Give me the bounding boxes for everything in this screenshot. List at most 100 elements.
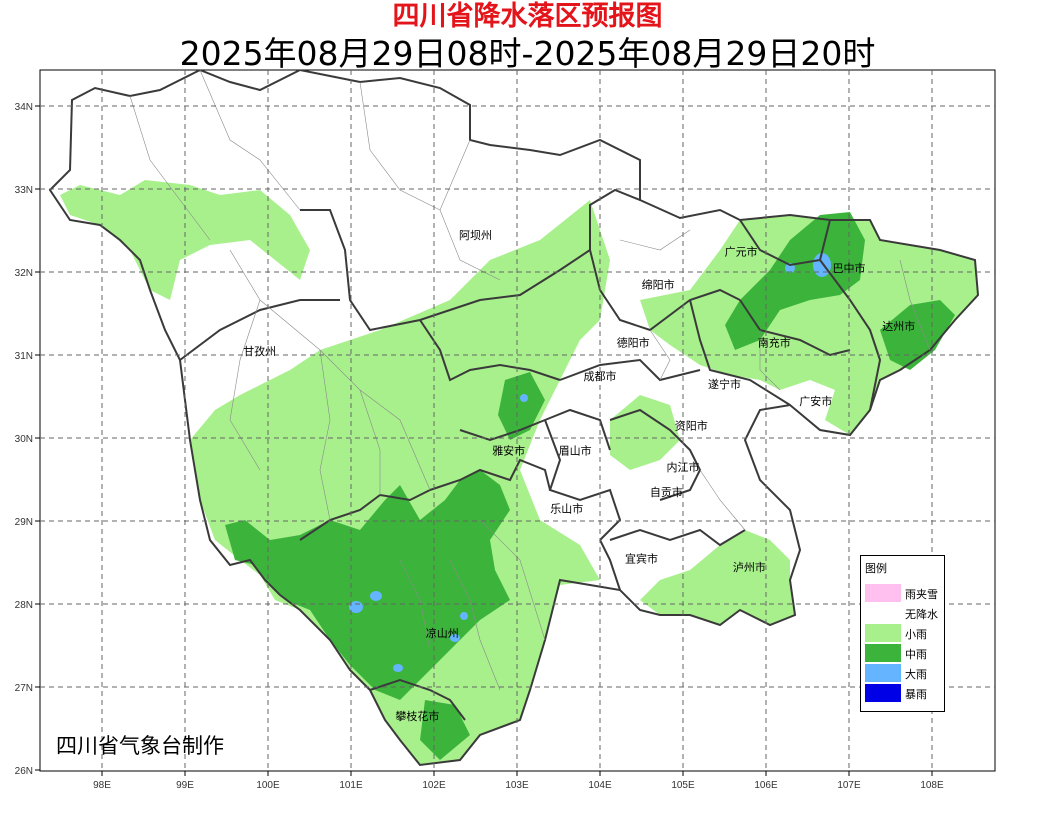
lon-tick-label: 104E (588, 780, 612, 791)
legend-swatch (865, 604, 901, 622)
light-rain-south (640, 530, 795, 625)
legend-label: 小雨 (905, 628, 927, 641)
boundary-line (544, 419, 622, 541)
boundary-line (599, 539, 621, 591)
region-label: 成都市 (584, 369, 617, 383)
lat-tick-label: 28N (15, 600, 33, 611)
province-boundary (48, 70, 980, 767)
map-title: 四川省降水落区预报图 (392, 1, 663, 32)
heavy-rain-spot (450, 634, 460, 642)
boundary-line (369, 678, 466, 721)
region-label: 乐山市 (550, 502, 583, 516)
lon-tick-label: 105E (671, 780, 695, 791)
boundary-line (559, 358, 701, 382)
axis-ticks (35, 105, 933, 776)
region-label: 自贡市 (650, 485, 683, 499)
map-grid (40, 70, 995, 771)
boundary-line (300, 188, 641, 332)
lat-tick-label: 33N (15, 185, 33, 196)
latitude-labels: 34N 33N 32N 31N 30N 29N 28N 27N 26N (15, 102, 33, 777)
legend-label: 无降水 (905, 608, 938, 621)
boundary-line (819, 259, 882, 411)
legend-label: 暴雨 (905, 688, 927, 701)
region-label: 广安市 (799, 394, 832, 408)
boundary-line (429, 458, 551, 491)
lat-tick-label: 26N (15, 766, 33, 777)
moderate-rain-panzhihua (420, 700, 470, 760)
lon-tick-label: 107E (837, 780, 861, 791)
lon-tick-label: 106E (754, 780, 778, 791)
heavy-rain-spot (813, 253, 831, 277)
boundary-line (609, 408, 702, 501)
lon-tick-label: 100E (256, 780, 280, 791)
region-label: 甘孜州 (243, 344, 276, 358)
lon-tick-label: 108E (920, 780, 944, 791)
legend-item-moderate-rain: 中雨 (865, 644, 943, 662)
boundary-line (739, 299, 851, 357)
region-label: 眉山市 (559, 444, 592, 458)
region-label: 达州市 (882, 319, 915, 333)
legend-title: 图例 (865, 562, 887, 575)
legend-swatch (865, 624, 901, 642)
legend-swatch (865, 684, 901, 702)
longitude-labels: 98E 99E 100E 101E 102E 103E 104E 105E 10… (93, 780, 944, 791)
region-label: 资阳市 (675, 419, 708, 433)
lon-tick-label: 103E (505, 780, 529, 791)
forecast-period: 2025年08月29日08时-2025年08月29日20时 (179, 34, 876, 73)
lat-tick-label: 30N (15, 434, 33, 445)
legend-item-rainstorm: 暴雨 (865, 684, 943, 702)
region-label: 绵阳市 (642, 278, 675, 292)
county-boundaries (129, 70, 931, 691)
moderate-rain-south (225, 470, 510, 700)
legend-swatch (865, 644, 901, 662)
legend-swatch (865, 584, 901, 602)
boundary-line (739, 219, 831, 267)
boundary-line (419, 319, 561, 382)
region-label: 遂宁市 (708, 377, 741, 391)
lat-tick-label: 34N (15, 102, 33, 113)
lon-tick-label: 99E (176, 780, 194, 791)
legend-label: 大雨 (905, 668, 927, 681)
boundary-line (689, 299, 791, 406)
region-label: 南充市 (758, 336, 791, 350)
region-label: 泸州市 (733, 560, 766, 574)
lat-tick-label: 32N (15, 268, 33, 279)
boundary-line (299, 489, 431, 541)
legend: 图例 雨夹雪 无降水 小雨 中雨 大雨 暴雨 (860, 555, 945, 712)
legend-item-heavy-rain: 大雨 (865, 664, 943, 682)
region-label: 内江市 (667, 460, 700, 474)
moderate-rain-ya-an (498, 372, 545, 440)
region-label: 广元市 (725, 244, 758, 258)
region-label: 阿坝州 (459, 228, 492, 242)
heavy-rain-spot (370, 591, 382, 601)
rain-areas (50, 70, 978, 765)
boundary-line (179, 299, 340, 361)
legend-item-no-precip: 无降水 (865, 604, 943, 622)
lat-tick-label: 29N (15, 517, 33, 528)
heavy-rain-spot (520, 394, 528, 402)
light-rain-central (190, 200, 610, 765)
legend-swatch (865, 664, 901, 682)
region-label: 雅安市 (492, 444, 525, 458)
lon-tick-label: 101E (339, 780, 363, 791)
lat-tick-label: 27N (15, 683, 33, 694)
issuer-credit: 四川省气象台制作 (56, 734, 224, 758)
region-label: 巴中市 (833, 261, 866, 275)
lon-tick-label: 98E (93, 780, 111, 791)
boundary-line (609, 528, 746, 547)
lon-tick-label: 102E (422, 780, 446, 791)
light-rain-northeast (640, 215, 978, 435)
legend-label: 中雨 (905, 648, 927, 661)
region-label: 凉山州 (426, 626, 459, 640)
moderate-rain-north (725, 212, 865, 350)
heavy-rain-spot (460, 612, 468, 620)
region-label: 攀枝花市 (395, 709, 439, 723)
legend-item-sleet: 雨夹雪 (865, 584, 943, 602)
heavy-rain-spot (393, 664, 403, 672)
legend-item-light-rain: 小雨 (865, 624, 943, 642)
region-label: 宜宾市 (625, 552, 658, 566)
region-label: 德阳市 (617, 336, 650, 350)
lat-tick-label: 31N (15, 351, 33, 362)
